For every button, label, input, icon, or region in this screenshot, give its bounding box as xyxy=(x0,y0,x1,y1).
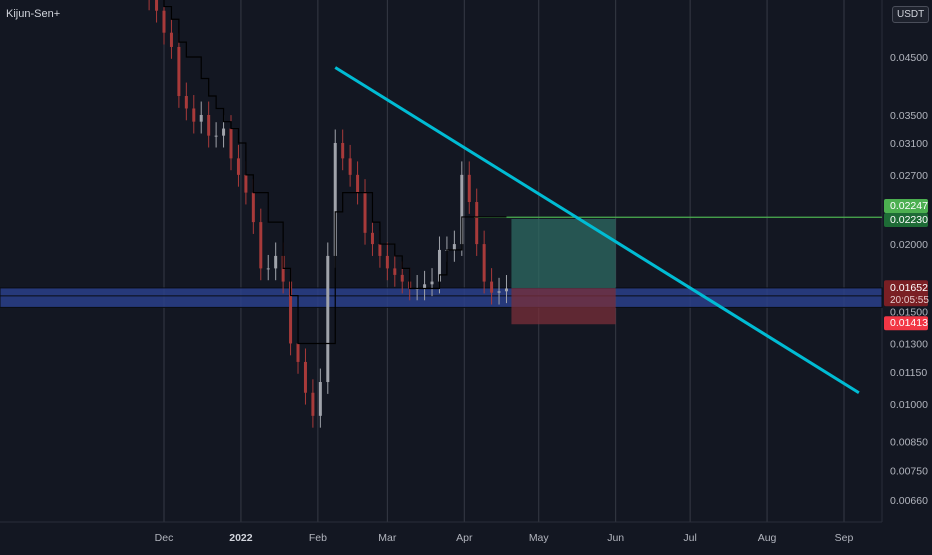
candle-body xyxy=(155,0,159,11)
price-tick-label: 0.01000 xyxy=(890,399,928,411)
candle-body xyxy=(504,288,508,292)
candle-body xyxy=(333,142,337,256)
badge-current-bg xyxy=(884,280,928,307)
candle-body xyxy=(266,268,270,270)
candle-body xyxy=(192,108,196,122)
candle-body xyxy=(214,135,218,137)
profit-zone xyxy=(511,218,616,289)
candle-body xyxy=(311,392,315,416)
currency-badge[interactable]: USDT xyxy=(892,6,930,23)
candle-body xyxy=(177,46,181,97)
candle-body xyxy=(169,32,173,47)
candle-body xyxy=(475,202,479,245)
time-tick-label: Jul xyxy=(683,532,696,544)
time-tick-label: Aug xyxy=(758,532,777,544)
candle-body xyxy=(251,192,255,223)
candle-body xyxy=(370,232,374,245)
loss-zone xyxy=(511,288,616,325)
candle-body xyxy=(497,291,501,293)
candle-body xyxy=(184,96,188,109)
candle-body xyxy=(259,222,263,269)
candle-body xyxy=(490,281,494,293)
time-tick-label: Feb xyxy=(309,532,327,544)
candle-body xyxy=(244,174,248,193)
candle-body xyxy=(482,244,486,282)
time-tick-label: Apr xyxy=(456,532,473,544)
price-tick-label: 0.01300 xyxy=(890,338,928,350)
candle-body xyxy=(363,192,367,233)
candle-body xyxy=(236,158,240,175)
candle-body xyxy=(318,382,322,416)
candle-body xyxy=(326,255,330,383)
time-tick-label: Mar xyxy=(378,532,397,544)
candle-body xyxy=(430,281,434,285)
price-tick-label: 0.02000 xyxy=(890,239,928,251)
time-tick-label: Sep xyxy=(835,532,854,544)
candle-body xyxy=(207,114,211,136)
candle-body xyxy=(452,244,456,250)
candle-body xyxy=(467,174,471,203)
price-tick-label: 0.02700 xyxy=(890,170,928,182)
price-tick-label: 0.03100 xyxy=(890,138,928,150)
candle-body xyxy=(356,174,360,193)
candle-body xyxy=(437,249,441,282)
badge-target: 0.02230 xyxy=(890,214,928,226)
descending-trendline xyxy=(334,66,860,395)
price-tick-label-partial: 0.01500 xyxy=(890,306,928,318)
time-tick-label: Dec xyxy=(155,532,174,544)
price-tick-label: 0.00750 xyxy=(890,465,928,477)
time-tick-label: 2022 xyxy=(229,532,253,544)
badge-target-bg xyxy=(884,212,928,227)
price-tick-label: 0.01150 xyxy=(890,367,927,379)
kijun-line xyxy=(163,0,507,345)
candle-body xyxy=(229,128,233,159)
candle-body xyxy=(303,361,307,393)
price-tick-label: 0.00850 xyxy=(890,436,928,448)
support-zone xyxy=(0,287,883,308)
candle-body xyxy=(400,274,404,282)
price-tick-label: 0.04500 xyxy=(890,52,928,64)
candle-body xyxy=(423,284,427,289)
badge-target-high-bg xyxy=(884,198,928,213)
candle-body xyxy=(348,158,352,175)
price-tick-label: 0.03500 xyxy=(890,110,928,122)
badge-countdown: 20:05:55 xyxy=(890,295,929,306)
badge-current: 0.01652 xyxy=(890,282,928,294)
candle-body xyxy=(274,255,278,269)
candle-body xyxy=(378,244,382,256)
price-tick-label: 0.00660 xyxy=(890,495,928,507)
time-tick-label: May xyxy=(529,532,550,544)
candle-body xyxy=(289,281,293,344)
candle-body xyxy=(341,142,345,159)
badge-stop-bg xyxy=(884,316,928,331)
candle-body xyxy=(162,10,166,33)
time-tick-label: Jun xyxy=(607,532,624,544)
candle-body xyxy=(222,128,226,136)
indicator-label[interactable]: Kijun-Sen+ xyxy=(6,8,61,20)
candle-body xyxy=(199,114,203,122)
candle-body xyxy=(460,174,464,245)
badge-stop: 0.01413 xyxy=(890,317,928,329)
badge-target-high: 0.02247 xyxy=(890,200,928,212)
candle-body xyxy=(296,343,300,362)
candle-body xyxy=(385,255,389,269)
candle-body xyxy=(393,268,397,275)
